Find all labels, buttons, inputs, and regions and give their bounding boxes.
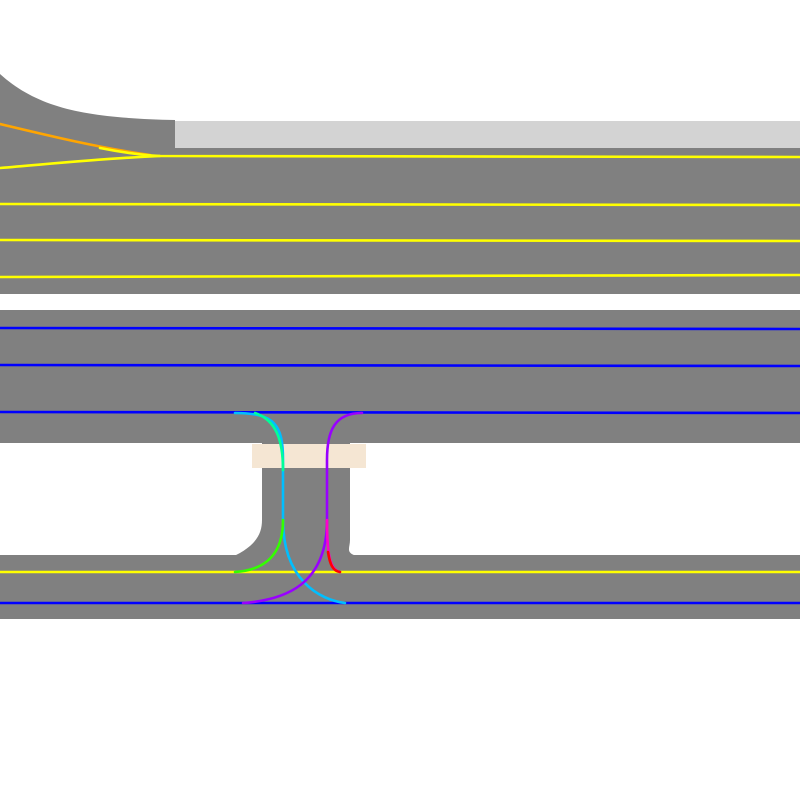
merge-ramp-surface: [0, 74, 175, 150]
turn-lane-green: [233, 518, 285, 574]
crosswalk: [252, 444, 366, 468]
westbound-lane-2: [0, 363, 800, 368]
upper-carriageway: [0, 148, 800, 294]
eastbound-lane-2: [0, 202, 800, 207]
middle-carriageway: [0, 310, 800, 443]
eastbound-lane-3: [0, 238, 800, 243]
westbound-lane-3: [0, 410, 800, 415]
eastbound-lane-1: [0, 154, 162, 170]
westbound-lane-1: [0, 326, 800, 331]
turn-lane-spring-green: [253, 411, 285, 472]
connector-road-surface: [225, 443, 357, 560]
sidewalk: [175, 121, 800, 149]
turn-lane-red: [326, 550, 342, 574]
lane-centerlines: [0, 122, 800, 605]
eastbound-lane-4: [0, 273, 800, 279]
lower-road: [0, 555, 800, 619]
